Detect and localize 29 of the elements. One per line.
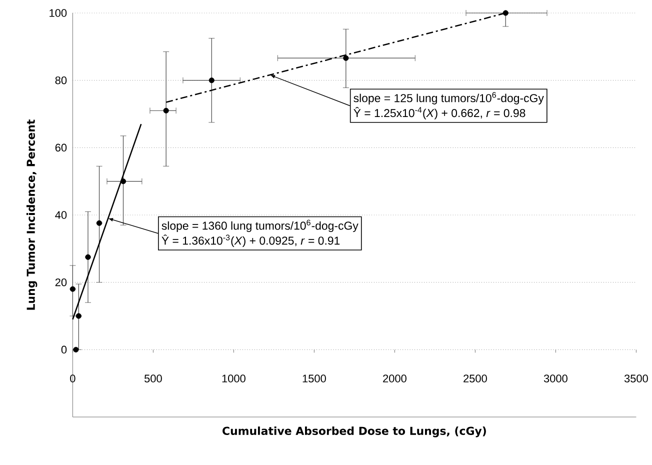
annotation: slope = 125 lung tumors/10$^{6}$-dog-cGy bbox=[354, 92, 544, 104]
x-tick-label: 3500 bbox=[624, 374, 648, 382]
point bbox=[502, 10, 508, 16]
x-tick-label: 3000 bbox=[544, 374, 568, 382]
x-tick-label: 2500 bbox=[464, 374, 487, 382]
y-tick-label: 60 bbox=[55, 144, 67, 152]
point bbox=[208, 78, 214, 84]
y-tick-label: 100 bbox=[50, 9, 67, 17]
y-tick-label: 20 bbox=[55, 278, 67, 286]
point bbox=[70, 286, 76, 292]
annotation: Ŷ = 1.36x10$^{-3}$(X) + 0.0925, r = 0.91 bbox=[162, 234, 340, 247]
annotation: Ŷ = 1.25x10$^{-4}$(X) + 0.662, r = 0.98 bbox=[354, 107, 526, 120]
annotation: slope = 1360 lung tumors/10$^{6}$-dog-cGy bbox=[162, 220, 358, 232]
x-axis-title: Cumulative Absorbed Dose to Lungs, (cGy) bbox=[222, 426, 486, 438]
y-tick-label: 40 bbox=[55, 211, 67, 219]
point bbox=[96, 220, 102, 226]
y-tick-label: 80 bbox=[55, 76, 67, 84]
x-tick-label: 1500 bbox=[302, 374, 326, 382]
x-tick-label: 1000 bbox=[222, 374, 246, 382]
point bbox=[120, 178, 126, 184]
y-axis-title: Lung Tumor Incidence, Percent bbox=[26, 120, 38, 310]
point bbox=[85, 254, 91, 260]
y-tick-label: 0 bbox=[61, 346, 67, 354]
point bbox=[343, 55, 349, 61]
point bbox=[163, 108, 169, 114]
x-tick-label: 2000 bbox=[383, 374, 406, 382]
x-tick-label: 500 bbox=[144, 374, 162, 382]
x-tick-label: 0 bbox=[70, 374, 76, 382]
point bbox=[73, 346, 79, 352]
